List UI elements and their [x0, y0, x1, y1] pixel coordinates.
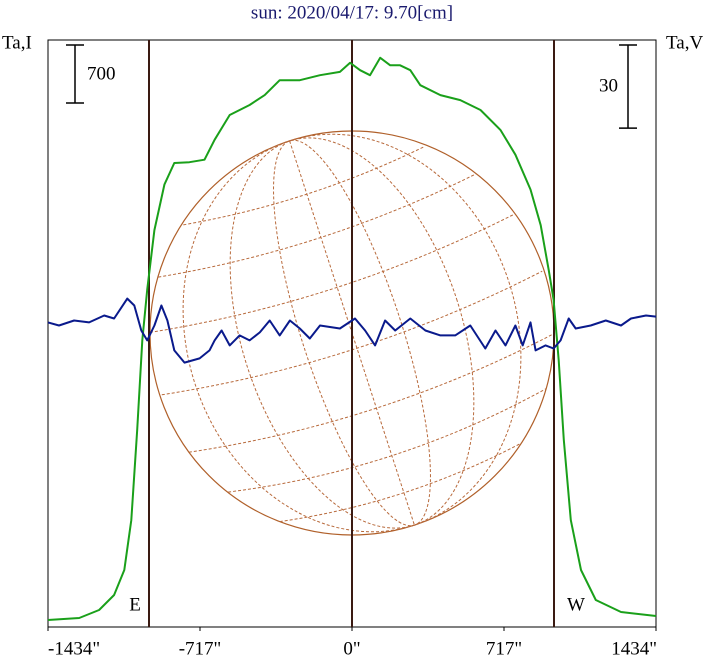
x-tick-label: -1434" — [48, 638, 100, 659]
parallel — [149, 213, 516, 333]
scale-label-i: 700 — [87, 63, 116, 84]
parallel — [183, 145, 426, 226]
scale-bar-v — [619, 44, 637, 129]
disc-grid — [149, 133, 555, 533]
x-tick-label: 1434" — [611, 638, 657, 659]
x-tick-label: 717" — [486, 638, 522, 659]
chart-title: sun: 2020/04/17: 9.70[cm] — [251, 2, 453, 23]
west-label: W — [567, 594, 585, 615]
parallel — [161, 270, 543, 396]
y-axis-label: Ta,I — [2, 32, 32, 53]
parallel — [188, 333, 555, 453]
scale-label-v: 30 — [599, 75, 618, 96]
parallel — [279, 442, 522, 523]
scale-bar-i — [66, 44, 84, 104]
x-tick-label: -717" — [179, 638, 222, 659]
y2-axis-label: Ta,V — [666, 32, 703, 53]
series-line — [47, 56, 657, 621]
parallel — [158, 173, 477, 278]
parallel — [228, 388, 546, 493]
series-line — [47, 297, 657, 364]
east-label: E — [129, 594, 141, 615]
x-tick-label: 0" — [343, 638, 360, 659]
